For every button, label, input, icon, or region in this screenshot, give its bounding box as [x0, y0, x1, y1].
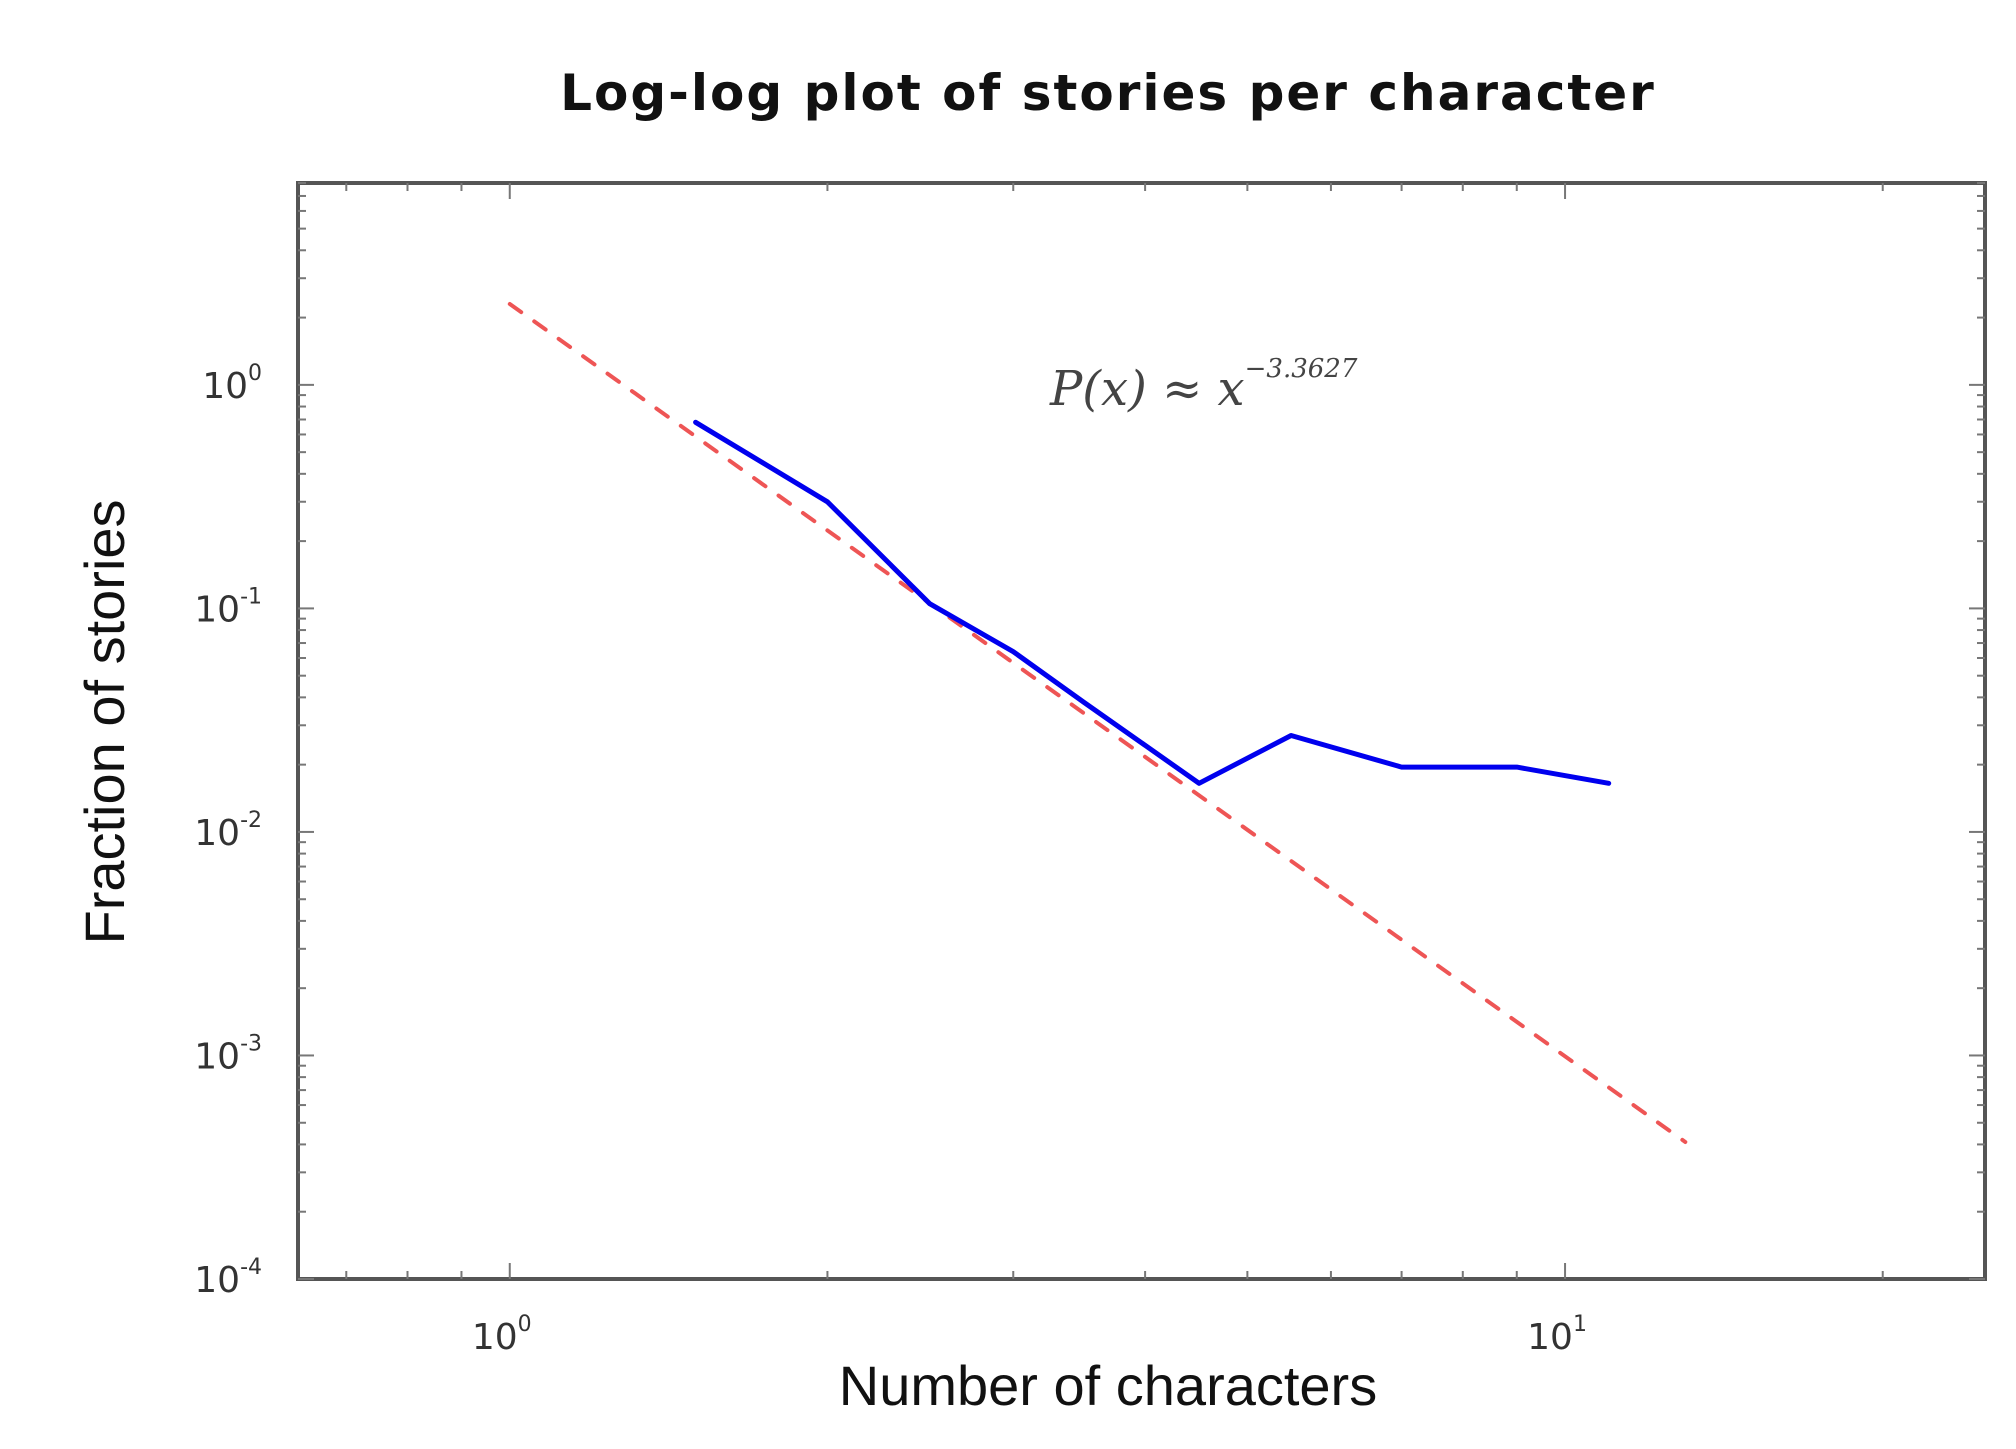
ticks-layer: [298, 182, 1985, 1280]
y-tick-label: 100: [202, 361, 262, 407]
y-tick-label-base: 10: [194, 1260, 240, 1301]
data-line: [693, 419, 1612, 786]
x-tick-label-exp: 0: [518, 1312, 532, 1337]
y-tick-label-exp: -4: [240, 1255, 262, 1280]
y-tick-label-exp: -3: [240, 1031, 262, 1056]
y-tick-label: 10-2: [194, 808, 262, 854]
fit-annotation: P(x) ≈ x−3.3627: [1049, 354, 1358, 417]
y-axis-label: Fraction of stories: [73, 499, 136, 944]
fit-annotation-exponent: −3.3627: [1245, 354, 1358, 384]
fit-annotation-base: P(x) ≈ x: [1049, 361, 1245, 417]
x-tick-label: 101: [1527, 1312, 1587, 1358]
y-tick-label: 10-4: [194, 1255, 262, 1301]
chart-title: Log-log plot of stories per character: [560, 64, 1656, 122]
y-tick-label-exp: -2: [240, 808, 262, 833]
y-tick-label-base: 10: [194, 1036, 240, 1077]
x-axis-label: Number of characters: [839, 1354, 1377, 1417]
x-tick-label-base: 10: [1527, 1317, 1573, 1358]
x-tick-label-exp: 1: [1573, 1312, 1587, 1337]
y-tick-label-base: 10: [194, 813, 240, 854]
x-tick-label: 100: [472, 1312, 532, 1358]
fit-line: [507, 302, 1688, 1144]
y-tick-label-exp: -1: [240, 584, 262, 609]
x-tick-label-base: 10: [472, 1317, 518, 1358]
plot-frame: [296, 181, 1987, 1281]
y-tick-label: 10-1: [194, 584, 262, 630]
y-tick-label-exp: 0: [248, 361, 262, 386]
y-tick-label-base: 10: [194, 589, 240, 630]
y-tick-label-base: 10: [202, 366, 248, 407]
series-layer: [507, 302, 1688, 1144]
y-tick-label: 10-3: [194, 1031, 262, 1077]
